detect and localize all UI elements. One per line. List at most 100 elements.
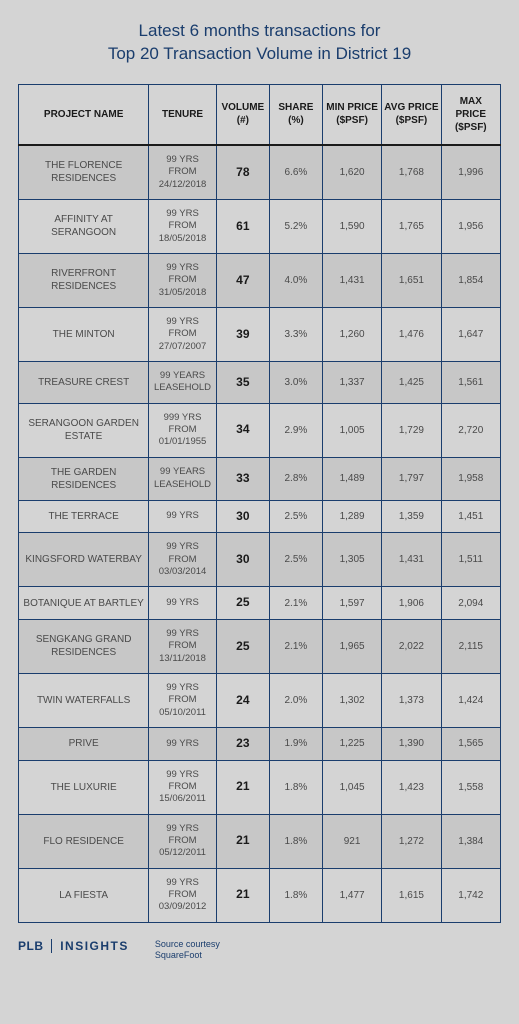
cell-tenure: 999 YRS FROM 01/01/1955	[149, 403, 217, 457]
cell-volume: 47	[216, 253, 269, 307]
col-tenure: TENURE	[149, 84, 217, 145]
cell-tenure: 99 YRS FROM 18/05/2018	[149, 199, 217, 253]
cell-max: 2,094	[441, 587, 500, 620]
cell-share: 1.8%	[269, 814, 322, 868]
cell-min: 1,305	[322, 533, 381, 587]
cell-project: TWIN WATERFALLS	[19, 673, 149, 727]
cell-volume: 61	[216, 199, 269, 253]
brand-divider-icon	[51, 939, 52, 953]
cell-tenure: 99 YRS FROM 05/10/2011	[149, 673, 217, 727]
cell-max: 2,720	[441, 403, 500, 457]
cell-min: 1,477	[322, 868, 381, 922]
cell-min: 1,597	[322, 587, 381, 620]
table-row: THE LUXURIE99 YRS FROM 15/06/2011211.8%1…	[19, 760, 501, 814]
cell-project: SENGKANG GRAND RESIDENCES	[19, 619, 149, 673]
cell-volume: 39	[216, 307, 269, 361]
cell-volume: 25	[216, 587, 269, 620]
table-row: THE GARDEN RESIDENCES99 YEARS LEASEHOLD3…	[19, 457, 501, 500]
source-credit: Source courtesy SquareFoot	[155, 939, 220, 962]
cell-max: 1,742	[441, 868, 500, 922]
cell-project: RIVERFRONT RESIDENCES	[19, 253, 149, 307]
cell-avg: 1,765	[382, 199, 441, 253]
cell-volume: 35	[216, 362, 269, 404]
cell-project: THE LUXURIE	[19, 760, 149, 814]
cell-tenure: 99 YRS FROM 03/03/2014	[149, 533, 217, 587]
col-volume: VOLUME (#)	[216, 84, 269, 145]
cell-avg: 1,768	[382, 145, 441, 200]
cell-volume: 21	[216, 814, 269, 868]
cell-share: 5.2%	[269, 199, 322, 253]
cell-project: AFFINITY AT SERANGOON	[19, 199, 149, 253]
cell-share: 1.8%	[269, 760, 322, 814]
cell-share: 2.5%	[269, 500, 322, 533]
cell-max: 1,854	[441, 253, 500, 307]
cell-min: 1,965	[322, 619, 381, 673]
cell-min: 1,590	[322, 199, 381, 253]
cell-share: 2.1%	[269, 587, 322, 620]
cell-volume: 21	[216, 868, 269, 922]
page-title: Latest 6 months transactions for Top 20 …	[18, 20, 501, 66]
cell-volume: 23	[216, 728, 269, 761]
table-row: SENGKANG GRAND RESIDENCES99 YRS FROM 13/…	[19, 619, 501, 673]
cell-avg: 1,373	[382, 673, 441, 727]
cell-share: 2.0%	[269, 673, 322, 727]
cell-share: 3.0%	[269, 362, 322, 404]
table-row: RIVERFRONT RESIDENCES99 YRS FROM 31/05/2…	[19, 253, 501, 307]
cell-tenure: 99 YEARS LEASEHOLD	[149, 362, 217, 404]
cell-min: 1,337	[322, 362, 381, 404]
source-line-2: SquareFoot	[155, 950, 202, 960]
cell-avg: 1,797	[382, 457, 441, 500]
table-row: BOTANIQUE AT BARTLEY99 YRS252.1%1,5971,9…	[19, 587, 501, 620]
cell-avg: 1,651	[382, 253, 441, 307]
cell-max: 1,647	[441, 307, 500, 361]
cell-share: 2.8%	[269, 457, 322, 500]
cell-tenure: 99 YEARS LEASEHOLD	[149, 457, 217, 500]
cell-avg: 1,423	[382, 760, 441, 814]
cell-avg: 2,022	[382, 619, 441, 673]
cell-min: 1,489	[322, 457, 381, 500]
cell-avg: 1,615	[382, 868, 441, 922]
table-row: AFFINITY AT SERANGOON99 YRS FROM 18/05/2…	[19, 199, 501, 253]
cell-max: 1,996	[441, 145, 500, 200]
cell-max: 1,558	[441, 760, 500, 814]
cell-max: 1,561	[441, 362, 500, 404]
cell-min: 1,302	[322, 673, 381, 727]
cell-avg: 1,431	[382, 533, 441, 587]
table-row: KINGSFORD WATERBAY99 YRS FROM 03/03/2014…	[19, 533, 501, 587]
table-row: LA FIESTA99 YRS FROM 03/09/2012211.8%1,4…	[19, 868, 501, 922]
cell-share: 6.6%	[269, 145, 322, 200]
cell-min: 921	[322, 814, 381, 868]
cell-avg: 1,359	[382, 500, 441, 533]
cell-avg: 1,272	[382, 814, 441, 868]
cell-volume: 34	[216, 403, 269, 457]
cell-volume: 25	[216, 619, 269, 673]
cell-project: THE GARDEN RESIDENCES	[19, 457, 149, 500]
cell-tenure: 99 YRS FROM 05/12/2011	[149, 814, 217, 868]
cell-project: BOTANIQUE AT BARTLEY	[19, 587, 149, 620]
cell-avg: 1,390	[382, 728, 441, 761]
title-line-1: Latest 6 months transactions for	[139, 21, 381, 40]
cell-avg: 1,906	[382, 587, 441, 620]
cell-min: 1,260	[322, 307, 381, 361]
cell-share: 2.1%	[269, 619, 322, 673]
cell-max: 2,115	[441, 619, 500, 673]
brand-insights: INSIGHTS	[60, 939, 129, 953]
table-row: THE FLORENCE RESIDENCES99 YRS FROM 24/12…	[19, 145, 501, 200]
cell-min: 1,005	[322, 403, 381, 457]
cell-max: 1,565	[441, 728, 500, 761]
cell-min: 1,620	[322, 145, 381, 200]
cell-project: KINGSFORD WATERBAY	[19, 533, 149, 587]
cell-max: 1,956	[441, 199, 500, 253]
cell-max: 1,384	[441, 814, 500, 868]
cell-share: 2.9%	[269, 403, 322, 457]
cell-min: 1,045	[322, 760, 381, 814]
cell-volume: 30	[216, 500, 269, 533]
cell-tenure: 99 YRS FROM 24/12/2018	[149, 145, 217, 200]
cell-avg: 1,425	[382, 362, 441, 404]
brand-logo: PLB INSIGHTS	[18, 939, 129, 953]
cell-volume: 24	[216, 673, 269, 727]
cell-tenure: 99 YRS FROM 15/06/2011	[149, 760, 217, 814]
cell-tenure: 99 YRS FROM 03/09/2012	[149, 868, 217, 922]
table-row: THE MINTON99 YRS FROM 27/07/2007393.3%1,…	[19, 307, 501, 361]
cell-avg: 1,729	[382, 403, 441, 457]
